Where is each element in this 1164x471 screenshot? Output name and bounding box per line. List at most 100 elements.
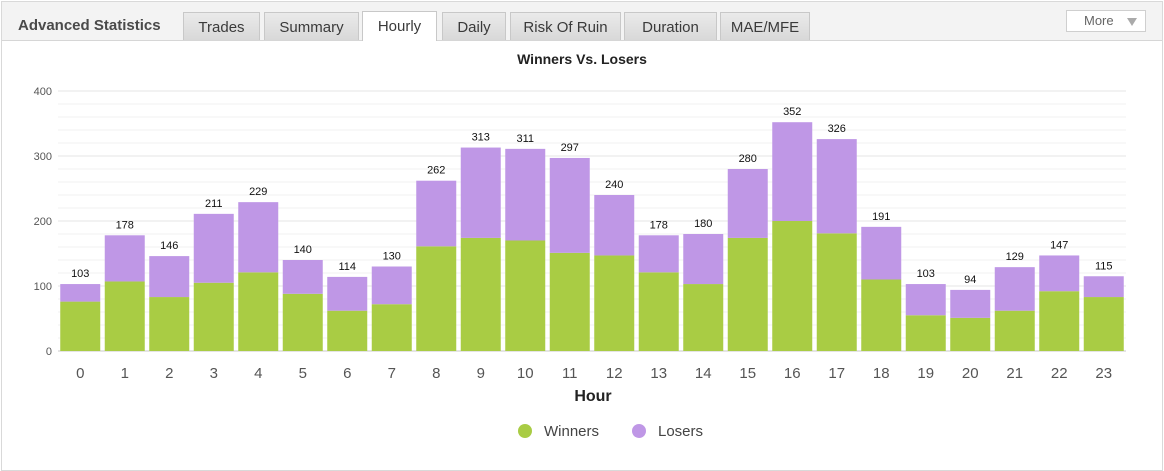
total-data-label: 146 [160, 240, 178, 252]
total-data-label: 178 [116, 219, 134, 231]
total-data-label: 178 [650, 219, 668, 231]
x-tick-label: 22 [1051, 365, 1068, 382]
x-tick-label: 6 [343, 365, 351, 382]
legend-marker-winners [518, 424, 532, 438]
chart-title: Winners Vs. Losers [517, 51, 647, 67]
total-data-label: 211 [205, 198, 223, 210]
x-tick-label: 14 [695, 365, 712, 382]
tab-hourly[interactable]: Hourly [362, 11, 437, 41]
bar-segment-winners [772, 221, 813, 351]
y-tick-label: 200 [34, 216, 52, 228]
x-tick-label: 1 [121, 365, 129, 382]
bar-segment-winners [549, 252, 590, 351]
bar-segment-winners [1039, 291, 1080, 351]
bar-segment-winners [505, 240, 546, 351]
x-tick-label: 19 [917, 365, 934, 382]
x-tick-label: 11 [562, 365, 578, 382]
bar-segment-losers [282, 260, 323, 294]
x-tick-label: 18 [873, 365, 890, 382]
bar-segment-losers [460, 147, 501, 238]
tab-summary[interactable]: Summary [264, 12, 359, 40]
bar-segment-winners [416, 246, 457, 351]
bar-segment-losers [816, 139, 857, 234]
x-tick-label: 23 [1095, 365, 1112, 382]
bar-segment-losers [683, 234, 724, 285]
bar-segment-winners [60, 301, 101, 351]
tab-trades[interactable]: Trades [183, 12, 260, 40]
total-data-label: 262 [427, 165, 445, 177]
x-tick-label: 7 [388, 365, 396, 382]
tab-bar: Advanced Statistics Trades Summary Hourl… [2, 2, 1162, 41]
bar-segment-losers [193, 213, 234, 283]
bar-segment-winners [727, 237, 768, 351]
x-tick-label: 13 [650, 365, 667, 382]
x-tick-label: 16 [784, 365, 801, 382]
bar-segment-losers [416, 180, 457, 247]
x-tick-label: 3 [210, 365, 218, 382]
bar-segment-losers [104, 235, 145, 282]
legend-marker-losers [632, 424, 646, 438]
total-data-label: 311 [516, 133, 534, 145]
total-data-label: 115 [1095, 260, 1113, 272]
total-data-label: 140 [294, 244, 312, 256]
bar-segment-losers [149, 256, 190, 298]
bar-segment-winners [638, 272, 679, 351]
total-data-label: 313 [472, 132, 490, 144]
total-data-label: 229 [249, 186, 267, 198]
bar-segment-winners [327, 310, 368, 351]
tab-mae-mfe[interactable]: MAE/MFE [720, 12, 810, 40]
bar-segment-losers [727, 169, 768, 238]
bar-segment-winners [371, 304, 412, 351]
total-data-label: 352 [783, 106, 801, 118]
legend-label-winners: Winners [544, 423, 600, 440]
bar-segment-losers [994, 267, 1035, 311]
bar-segment-losers [238, 202, 279, 273]
bar-segment-winners [861, 279, 902, 351]
x-tick-label: 5 [299, 365, 307, 382]
bar-segment-losers [905, 284, 946, 316]
bar-segment-winners [149, 297, 190, 351]
y-tick-label: 400 [34, 86, 52, 98]
total-data-label: 191 [872, 211, 890, 223]
x-tick-label: 0 [76, 365, 84, 382]
bar-segment-winners [238, 272, 279, 351]
tab-risk-of-ruin[interactable]: Risk Of Ruin [510, 12, 621, 40]
bar-segment-winners [683, 284, 724, 351]
bar-segment-losers [371, 266, 412, 305]
x-tick-label: 4 [254, 365, 262, 382]
bar-segment-losers [1039, 255, 1080, 292]
x-tick-label: 21 [1006, 365, 1023, 382]
dropdown-arrow-icon [1127, 18, 1137, 26]
y-tick-label: 300 [34, 151, 52, 163]
bar-segment-winners [905, 315, 946, 351]
panel-title: Advanced Statistics [18, 17, 161, 34]
tab-duration[interactable]: Duration [624, 12, 717, 40]
x-tick-label: 12 [606, 365, 623, 382]
bar-segment-losers [549, 157, 590, 253]
bar-segment-losers [594, 195, 635, 256]
total-data-label: 103 [71, 268, 89, 280]
total-data-label: 180 [694, 218, 712, 230]
total-data-label: 114 [338, 261, 356, 273]
x-tick-label: 10 [517, 365, 534, 382]
total-data-label: 129 [1006, 251, 1024, 263]
legend-label-losers: Losers [658, 423, 704, 440]
bar-segment-winners [104, 281, 145, 351]
bar-segment-losers [60, 284, 101, 302]
total-data-label: 297 [561, 142, 579, 154]
tab-daily[interactable]: Daily [442, 12, 506, 40]
bar-segment-losers [327, 276, 368, 311]
total-data-label: 94 [964, 274, 976, 286]
more-dropdown[interactable]: More [1066, 10, 1146, 32]
x-tick-label: 9 [477, 365, 485, 382]
total-data-label: 147 [1050, 239, 1068, 251]
total-data-label: 280 [739, 153, 757, 165]
bar-segment-winners [594, 255, 635, 351]
bar-segment-losers [950, 289, 991, 318]
bar-segment-winners [282, 293, 323, 351]
total-data-label: 240 [605, 179, 623, 191]
bar-segment-winners [460, 237, 501, 351]
bar-segment-losers [505, 148, 546, 241]
